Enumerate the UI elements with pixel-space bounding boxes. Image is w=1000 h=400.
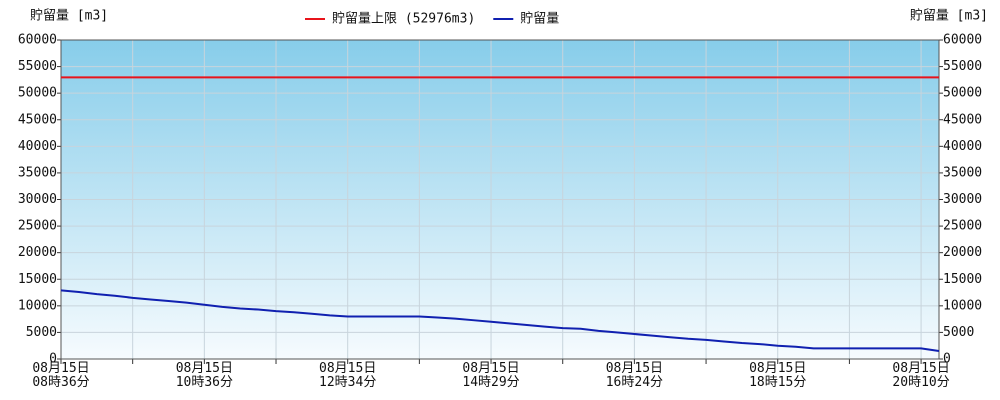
- y-tick-label: 60000: [18, 33, 57, 48]
- y2-tick-label: 50000: [943, 86, 982, 101]
- y-tick-label: 50000: [18, 86, 57, 101]
- y-tick-label: 45000: [18, 112, 57, 127]
- x-tick-label: 08月15日 10時36分: [175, 361, 233, 390]
- series-line: [60, 289, 940, 353]
- y2-tick-label: 40000: [943, 139, 982, 154]
- x-tick-label: 08月15日 12時34分: [319, 361, 377, 390]
- x-tick-label: 08月15日 08時36分: [32, 361, 90, 390]
- y-tick-label: 30000: [18, 192, 57, 207]
- y-tick-label: 35000: [18, 165, 57, 180]
- y2-tick-label: 30000: [943, 192, 982, 207]
- y2-tick-label: 5000: [943, 325, 974, 340]
- y2-tick-label: 10000: [943, 298, 982, 313]
- y-tick-label: 5000: [26, 325, 57, 340]
- x-tick-label: 08月15日 16時24分: [605, 361, 664, 390]
- y2-tick-label: 20000: [943, 245, 982, 260]
- x-tick-label: 08月15日 18時15分: [749, 361, 807, 390]
- y2-tick-label: 35000: [943, 165, 982, 180]
- x-tick-label: 08月15日 20時10分: [892, 361, 950, 390]
- legend-label: 貯留量: [520, 12, 559, 27]
- y-tick-label: 40000: [18, 139, 57, 154]
- legend-label: 貯留量上限 (52976m3): [332, 12, 475, 27]
- y2-tick-label: 15000: [943, 272, 982, 287]
- x-tick-label: 08月15日 14時29分: [462, 361, 520, 390]
- y2-axis-label: 貯留量 [m3]: [910, 9, 988, 24]
- y-tick-label: 25000: [18, 219, 57, 234]
- y2-tick-label: 45000: [943, 112, 982, 127]
- y2-tick-label: 55000: [943, 59, 982, 74]
- y2-tick-label: 60000: [943, 33, 982, 48]
- plot-border: [60, 39, 940, 360]
- y-tick-label: 0: [49, 352, 57, 367]
- y2-tick-label: 25000: [943, 219, 982, 234]
- y-tick-label: 20000: [18, 245, 57, 260]
- y2-tick-label: 0: [943, 352, 951, 367]
- y-tick-label: 55000: [18, 59, 57, 74]
- y-tick-label: 10000: [18, 298, 57, 313]
- y-tick-label: 15000: [18, 272, 57, 287]
- y-axis-label: 貯留量 [m3]: [30, 9, 108, 24]
